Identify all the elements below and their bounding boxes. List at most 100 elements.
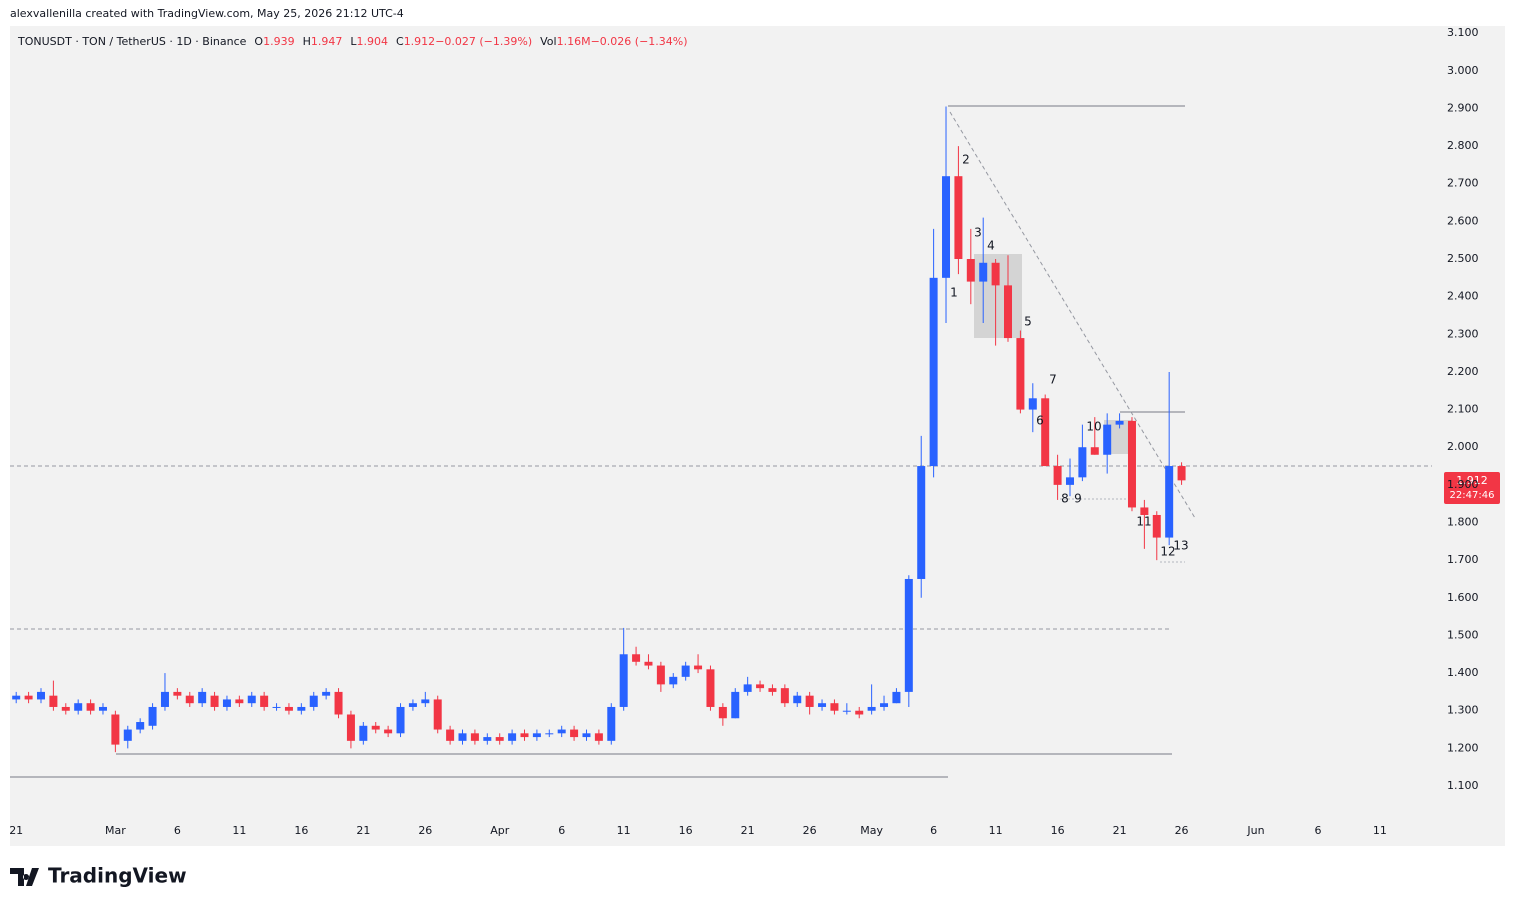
- candle-body: [384, 729, 393, 734]
- y-tick-label: 2.700: [1447, 177, 1479, 190]
- y-tick-label: 2.300: [1447, 327, 1479, 340]
- candle-body: [421, 699, 430, 704]
- candle-body: [111, 714, 120, 745]
- candle-body: [1152, 514, 1161, 538]
- candle-body: [669, 676, 678, 685]
- y-tick-label: 2.000: [1447, 440, 1479, 453]
- candle-body: [260, 695, 269, 707]
- x-tick-label: 6: [930, 824, 937, 837]
- candle-body: [210, 695, 219, 707]
- candle-body: [334, 691, 343, 715]
- candle-body: [483, 737, 492, 741]
- candle-body: [508, 733, 517, 741]
- brand-name: TradingView: [48, 864, 187, 888]
- annotation: 4: [987, 239, 995, 253]
- candle-body: [1041, 398, 1050, 467]
- candle-body: [904, 578, 913, 692]
- candle-body: [681, 665, 690, 677]
- candle-body: [309, 695, 318, 707]
- chart-background: [10, 26, 1505, 846]
- candle-body: [36, 691, 45, 700]
- candle-body: [24, 695, 33, 700]
- legend-value: 1.947: [311, 35, 343, 48]
- y-tick-label: 2.200: [1447, 365, 1479, 378]
- x-tick-label: Apr: [490, 824, 510, 837]
- legend-label: C: [396, 35, 404, 48]
- x-tick-label: 21: [741, 824, 755, 837]
- drawings: [10, 105, 1432, 778]
- y-tick-label: 1.800: [1447, 516, 1479, 529]
- candle-body: [1115, 420, 1124, 425]
- y-tick-label: 1.600: [1447, 591, 1479, 604]
- y-tick-label: 3.100: [1447, 26, 1479, 39]
- candle-body: [61, 706, 70, 711]
- candle-body: [297, 706, 306, 711]
- candle-body: [780, 688, 789, 704]
- y-tick-label: 1.400: [1447, 666, 1479, 679]
- candle-body: [1065, 477, 1074, 485]
- y-tick-label: 2.100: [1447, 403, 1479, 416]
- legend-label: L: [350, 35, 357, 48]
- candle-body: [867, 706, 876, 711]
- legend-value: 1.16M: [557, 35, 591, 48]
- legend-value: −0.026 (−1.34%): [591, 35, 688, 48]
- candle-body: [1127, 420, 1136, 508]
- legend-label: Vol: [540, 35, 556, 48]
- candle-body: [818, 703, 827, 707]
- legend-label: H: [303, 35, 311, 48]
- x-tick-label: 11: [1373, 824, 1387, 837]
- y-tick-label: 1.700: [1447, 553, 1479, 566]
- y-tick-label: 3.000: [1447, 64, 1479, 77]
- annotation: 13: [1173, 539, 1188, 553]
- annotation: 8: [1061, 492, 1069, 506]
- candle-body: [1004, 285, 1013, 339]
- candle-body: [582, 733, 591, 738]
- candle-body: [706, 669, 715, 707]
- x-tick-label: 11: [232, 824, 246, 837]
- x-tick-label: 11: [989, 824, 1003, 837]
- annotation: 3: [974, 226, 982, 240]
- candle-body: [942, 176, 951, 278]
- y-tick-label: 2.600: [1447, 214, 1479, 227]
- candle-body: [359, 725, 368, 741]
- candle-body: [1090, 447, 1099, 455]
- candle-body: [222, 699, 231, 707]
- trend-line: [949, 111, 1196, 519]
- brand: TradingView: [10, 864, 187, 888]
- annotation: 6: [1036, 414, 1044, 428]
- candle-body: [557, 729, 566, 734]
- x-tick-label: May: [860, 824, 883, 837]
- legend-label: O: [254, 35, 263, 48]
- candle-body: [731, 691, 740, 719]
- candle-body: [979, 262, 988, 282]
- candle-body: [247, 695, 256, 704]
- candle-body: [1140, 507, 1149, 515]
- brand-logo: [10, 868, 39, 886]
- candle-body: [235, 699, 244, 704]
- candle-body: [346, 714, 355, 741]
- candle-body: [520, 733, 529, 738]
- annotation: 1: [950, 286, 958, 300]
- legend-value: 1.904: [357, 35, 389, 48]
- legend-symbol: TONUSDT · TON / TetherUS · 1D · Binance: [17, 35, 247, 48]
- candle-body: [880, 703, 889, 707]
- candles: [12, 106, 1186, 753]
- y-tick-label: 1.100: [1447, 779, 1479, 792]
- candle-body: [198, 691, 207, 704]
- legend-value: 1.939: [263, 35, 295, 48]
- candle-body: [322, 691, 331, 696]
- candle-body: [656, 665, 665, 685]
- x-tick-label: 6: [558, 824, 565, 837]
- candle-body: [371, 725, 380, 730]
- candle-body: [644, 661, 653, 666]
- candle-body: [433, 699, 442, 730]
- candle-body: [458, 733, 467, 741]
- candle-body: [929, 277, 938, 467]
- candle-body: [1177, 466, 1186, 481]
- candle-body: [185, 695, 194, 704]
- y-tick-label: 1.300: [1447, 704, 1479, 717]
- candle-body: [991, 262, 1000, 286]
- annotation: 12: [1160, 545, 1175, 559]
